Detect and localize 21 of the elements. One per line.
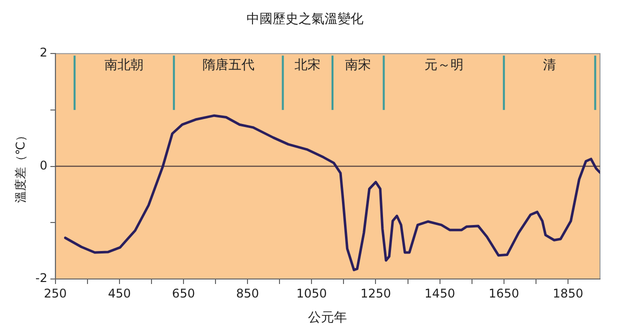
chart-title: 中國歷史之氣溫變化: [246, 12, 364, 28]
y-tick-label: 0: [40, 158, 48, 172]
annotation: 南北朝: [104, 58, 144, 73]
x-tick-label: 650: [172, 286, 195, 300]
annotation: 清: [543, 58, 556, 73]
x-tick-label: 1450: [424, 286, 456, 300]
x-tick-label: 250: [44, 286, 67, 300]
annotation: 南宋: [345, 56, 372, 73]
x-axis-title: 公元年: [308, 310, 348, 326]
y-axis-title: 溫度差（℃）: [13, 130, 28, 204]
x-tick-label: 850: [236, 286, 260, 300]
x-tick-label: 450: [108, 286, 131, 300]
annotation: 北宋: [294, 56, 321, 73]
y-tick-label: -2: [35, 271, 48, 286]
x-tick-label: 1250: [360, 286, 392, 300]
y-tick-label: 2: [40, 46, 48, 60]
annotation: 元～明: [424, 58, 464, 73]
x-tick-label: 1850: [552, 286, 584, 300]
annotation: 隋唐五代: [202, 58, 254, 73]
x-tick-label: 1650: [488, 286, 520, 300]
x-tick-label: 1050: [296, 286, 327, 300]
